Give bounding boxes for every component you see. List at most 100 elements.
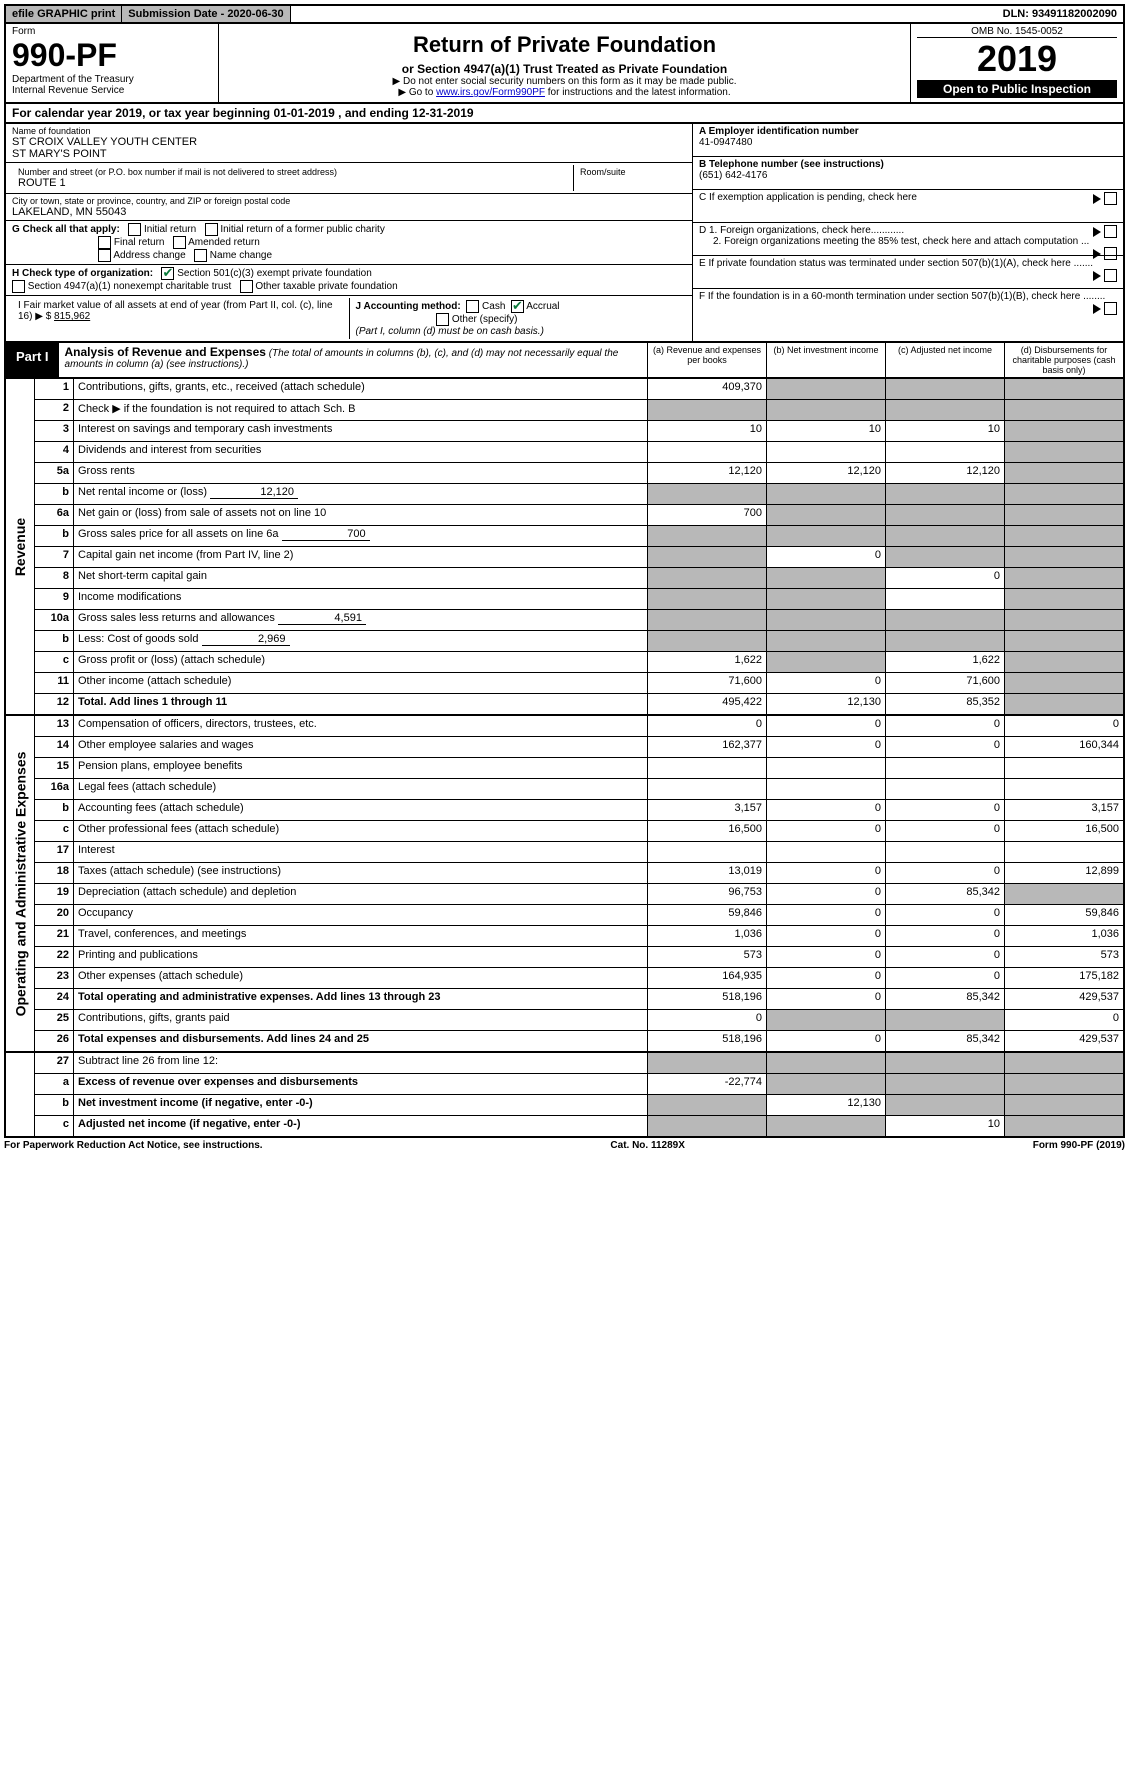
amt-cell <box>647 779 766 799</box>
amt-cell <box>766 842 885 862</box>
row-num: b <box>35 631 74 651</box>
table-row: cOther professional fees (attach schedul… <box>35 821 1123 842</box>
j-accrual-check[interactable] <box>511 300 524 313</box>
g-final: Final return <box>114 237 165 248</box>
amt-cell: 0 <box>766 989 885 1009</box>
amt-cell <box>1004 1116 1123 1136</box>
instructions-link[interactable]: www.irs.gov/Form990PF <box>436 87 545 98</box>
e-check[interactable] <box>1104 269 1117 282</box>
amt-cell: 0 <box>766 926 885 946</box>
d1-check[interactable] <box>1104 225 1117 238</box>
foundation-name1: ST CROIX VALLEY YOUTH CENTER <box>12 136 686 148</box>
table-row: 22Printing and publications57300573 <box>35 947 1123 968</box>
h-501c3-check[interactable] <box>161 267 174 280</box>
note2: ▶ Go to www.irs.gov/Form990PF for instru… <box>223 87 906 98</box>
amt-cell <box>1004 505 1123 525</box>
amt-cell: 409,370 <box>647 379 766 399</box>
amt-cell <box>647 484 766 504</box>
g-name-change: Name change <box>210 250 272 261</box>
amt-cell: 164,935 <box>647 968 766 988</box>
room-label: Room/suite <box>580 167 680 177</box>
amt-cell <box>766 1116 885 1136</box>
amt-cell: 0 <box>766 863 885 883</box>
row-num: 12 <box>35 694 74 714</box>
amt-cell: 10 <box>647 421 766 441</box>
amt-cell <box>766 568 885 588</box>
part1-header: Part I Analysis of Revenue and Expenses … <box>4 343 1125 379</box>
j-accrual: Accrual <box>526 301 559 312</box>
amt-cell: 59,846 <box>1004 905 1123 925</box>
amt-cell <box>1004 442 1123 462</box>
submission-date: Submission Date - 2020-06-30 <box>122 6 290 22</box>
amt-cell: 700 <box>647 505 766 525</box>
h-4947-check[interactable] <box>12 280 25 293</box>
row-desc: Excess of revenue over expenses and disb… <box>74 1074 647 1094</box>
amt-cell: 0 <box>885 800 1004 820</box>
amt-cell <box>647 400 766 420</box>
amt-cell <box>647 1053 766 1073</box>
g-addr-change-check[interactable] <box>98 249 111 262</box>
amt-cell <box>885 526 1004 546</box>
f-label: F If the foundation is in a 60-month ter… <box>699 291 1105 302</box>
amt-cell <box>1004 589 1123 609</box>
amt-cell <box>1004 673 1123 693</box>
table-row: cGross profit or (loss) (attach schedule… <box>35 652 1123 673</box>
table-row: cAdjusted net income (if negative, enter… <box>35 1116 1123 1136</box>
row-desc: Total expenses and disbursements. Add li… <box>74 1031 647 1051</box>
row-desc: Legal fees (attach schedule) <box>74 779 647 799</box>
table-row: 21Travel, conferences, and meetings1,036… <box>35 926 1123 947</box>
g-initial-former-check[interactable] <box>205 223 218 236</box>
amt-cell: 0 <box>766 821 885 841</box>
amt-cell: 518,196 <box>647 1031 766 1051</box>
omb-number: OMB No. 1545-0052 <box>917 26 1117 38</box>
j-other-check[interactable] <box>436 313 449 326</box>
top-bar: efile GRAPHIC print Submission Date - 20… <box>4 4 1125 24</box>
amt-cell: 0 <box>766 1031 885 1051</box>
h-501c3: Section 501(c)(3) exempt private foundat… <box>177 268 372 279</box>
name-label: Name of foundation <box>12 126 686 136</box>
amt-cell: 573 <box>1004 947 1123 967</box>
row-num: 25 <box>35 1010 74 1030</box>
amt-cell <box>647 589 766 609</box>
table-row: 5aGross rents12,12012,12012,120 <box>35 463 1123 484</box>
amt-cell <box>1004 842 1123 862</box>
table-row: 1Contributions, gifts, grants, etc., rec… <box>35 379 1123 400</box>
g-initial-check[interactable] <box>128 223 141 236</box>
amt-cell: 0 <box>766 968 885 988</box>
row-num: 16a <box>35 779 74 799</box>
table-row: 19Depreciation (attach schedule) and dep… <box>35 884 1123 905</box>
amt-cell: 0 <box>766 737 885 757</box>
row-num: 20 <box>35 905 74 925</box>
d2-check[interactable] <box>1104 247 1117 260</box>
a-value: 41-0947480 <box>699 137 752 148</box>
h-other-check[interactable] <box>240 280 253 293</box>
amt-cell: 0 <box>885 968 1004 988</box>
j-cash-check[interactable] <box>466 300 479 313</box>
amt-cell <box>1004 1074 1123 1094</box>
amt-cell <box>885 631 1004 651</box>
amt-cell: 1,622 <box>647 652 766 672</box>
c-check[interactable] <box>1104 192 1117 205</box>
g-amended-check[interactable] <box>173 236 186 249</box>
row-num: 5a <box>35 463 74 483</box>
amt-cell: 85,342 <box>885 884 1004 904</box>
table-row: 7Capital gain net income (from Part IV, … <box>35 547 1123 568</box>
table-row: 9Income modifications <box>35 589 1123 610</box>
amt-cell <box>766 779 885 799</box>
g-addr-change: Address change <box>113 250 185 261</box>
amt-cell: 13,019 <box>647 863 766 883</box>
b-label: B Telephone number (see instructions) <box>699 159 884 170</box>
row-desc: Other income (attach schedule) <box>74 673 647 693</box>
form-label: Form <box>12 26 212 37</box>
g-final-check[interactable] <box>98 236 111 249</box>
tax-year: 2019 <box>917 38 1117 80</box>
amt-cell: 0 <box>766 884 885 904</box>
amt-cell: 429,537 <box>1004 1031 1123 1051</box>
amt-cell: 10 <box>885 421 1004 441</box>
amt-cell: 85,342 <box>885 989 1004 1009</box>
f-check[interactable] <box>1104 302 1117 315</box>
h-4947: Section 4947(a)(1) nonexempt charitable … <box>28 281 231 292</box>
table-row: bGross sales price for all assets on lin… <box>35 526 1123 547</box>
amt-cell <box>1004 758 1123 778</box>
g-name-change-check[interactable] <box>194 249 207 262</box>
